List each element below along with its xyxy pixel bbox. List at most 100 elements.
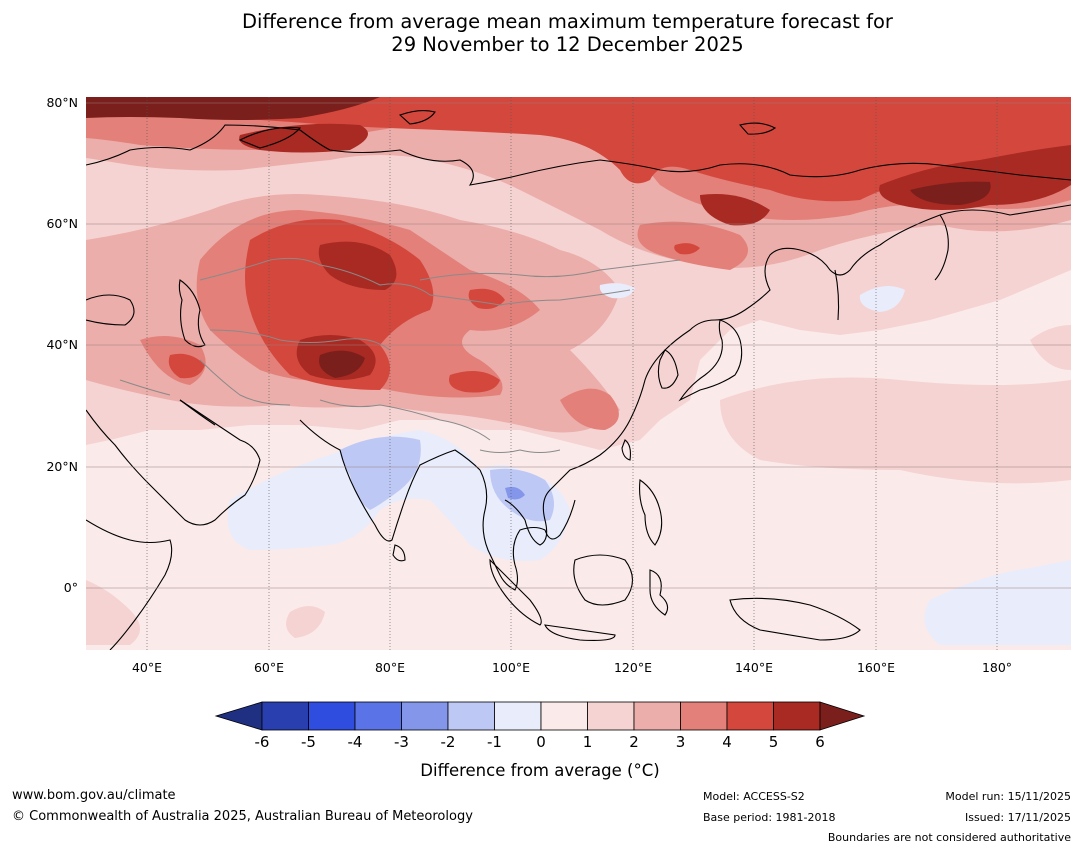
colorbar-swatch-n3 [401, 701, 449, 731]
lon-label-180: 180° [981, 660, 1013, 675]
pacific-coastline [504, 204, 1071, 546]
black-sea-coastline [86, 294, 135, 326]
colorbar-tick-label: -2 [440, 733, 456, 751]
copyright-text: © Commonwealth of Australia 2025, Austra… [12, 809, 473, 824]
anomaly-region-4-to-5 [86, 97, 1071, 202]
anomaly-region-3-to-4 [560, 388, 619, 430]
boundary-iran [199, 359, 291, 406]
sri-lanka-coastline [392, 544, 406, 562]
philippines-coastline [639, 479, 663, 546]
anomaly-region-minus-1-to-0 [859, 286, 905, 312]
sulawesi-coastline [649, 569, 669, 616]
issued-date: Issued: 17/11/2025 [964, 811, 1071, 824]
lat-label-0: 0° [63, 580, 78, 595]
colorbar-arrow-below [214, 701, 263, 731]
borneo-coastline [573, 554, 634, 606]
colorbar-tick-label: 4 [722, 733, 732, 751]
india-coastline [299, 419, 481, 542]
boundary-kazakhstan [199, 257, 431, 296]
lon-label-60e: 60°E [253, 660, 285, 675]
indochina-coastline [479, 469, 576, 591]
taiwan-coastline [621, 439, 631, 461]
lon-label-140e: 140°E [734, 660, 773, 675]
base-period: Base period: 1981-2018 [703, 811, 836, 824]
colorbar-tick-label: 6 [815, 733, 825, 751]
anomaly-region-above-6 [319, 350, 365, 378]
africa-coastline [86, 519, 173, 650]
lon-label-120e: 120°E [613, 660, 652, 675]
colorbar-swatch-p5 [773, 701, 821, 731]
anomaly-region-1-to-2 [720, 377, 1071, 484]
anomaly-region-1-to-2 [1030, 325, 1071, 370]
website-link[interactable]: www.bom.gov.au/climate [12, 788, 176, 803]
arctic-coastline [86, 124, 1071, 186]
country-boundaries [119, 257, 681, 453]
title-line-1: Difference from average mean maximum tem… [242, 10, 893, 33]
colorbar-swatch-n2 [447, 701, 495, 731]
anomaly-field [86, 97, 1071, 650]
colorbar-arrow-above [819, 701, 866, 731]
colorbar-swatch-p1 [587, 701, 635, 731]
colorbar-tick-label: 5 [768, 733, 779, 751]
anomaly-region-minus-2-to-minus-1 [340, 436, 421, 510]
anomaly-region-above-6 [910, 181, 991, 205]
colorbar-swatch-n1 [494, 701, 542, 731]
japan-coastline [678, 319, 743, 402]
colorbar-swatch-n6 [261, 701, 309, 731]
boundary-china-mongolia [429, 289, 631, 306]
boundary-southeast-asia [479, 449, 561, 453]
anomaly-region-5-to-6 [318, 241, 397, 290]
colorbar-swatch-p3 [680, 701, 728, 731]
lon-label-40e: 40°E [131, 660, 163, 675]
new-guinea-coastline [729, 597, 861, 641]
new-siberian-islands-coastline [738, 122, 777, 135]
sakhalin-coastline [834, 269, 840, 321]
colorbar-swatch-p4 [726, 701, 774, 731]
colorbar-tick-label: 2 [629, 733, 639, 751]
graticule [86, 97, 1071, 650]
boundary-middle-east [119, 379, 171, 396]
colorbar-tick-label: -5 [301, 733, 316, 751]
chart-title: Difference from average mean maximum tem… [0, 10, 1081, 56]
colorbar-label: Difference from average (°C) [420, 761, 660, 780]
lon-label-160e: 160°E [856, 660, 895, 675]
lon-label-100e: 100°E [491, 660, 530, 675]
java-coastline [544, 624, 616, 641]
anomaly-region-1-to-2 [286, 606, 325, 638]
boundary-disclaimer: Boundaries are not considered authoritat… [827, 831, 1071, 844]
title-line-2: 29 November to 12 December 2025 [391, 33, 744, 56]
korea-coastline [657, 349, 679, 389]
anomaly-region-5-to-6 [700, 194, 770, 226]
caspian-coastline [178, 279, 206, 348]
arabia-coastline [86, 399, 261, 526]
colorbar [214, 701, 866, 731]
lat-label-80n: 80°N [46, 95, 78, 110]
anomaly-region-1-to-2 [86, 580, 140, 645]
lon-label-80e: 80°E [374, 660, 406, 675]
novaya-zemlya-coastline [238, 126, 302, 149]
sumatra-coastline [489, 558, 542, 626]
colorbar-swatch-p0 [540, 701, 588, 731]
colorbar-tick-label: -4 [347, 733, 363, 751]
colorbar-tick-label: -1 [487, 733, 502, 751]
model-run-date: Model run: 15/11/2025 [945, 790, 1071, 803]
anomaly-region-minus-1-to-0 [924, 560, 1071, 645]
lat-label-60n: 60°N [46, 216, 78, 231]
coastlines [86, 109, 1071, 650]
anomaly-region-minus-3-to-minus-2 [505, 486, 525, 500]
lat-label-20n: 20°N [46, 459, 78, 474]
persian-gulf-coastline [179, 399, 216, 426]
colorbar-tick-label: 0 [536, 733, 546, 751]
model-name: Model: ACCESS-S2 [703, 790, 805, 803]
colorbar-tick-label: -3 [394, 733, 409, 751]
colorbar-tick-label: 3 [675, 733, 686, 751]
anomaly-region-4-to-5 [449, 371, 500, 393]
severnaya-zemlya-coastline [398, 109, 436, 125]
anomaly-region-5-to-6 [239, 123, 368, 153]
boundary-russia-mongolia [419, 259, 681, 281]
anomaly-region-4-to-5 [168, 353, 205, 379]
lat-label-40n: 40°N [46, 337, 78, 352]
colorbar-swatch-n5 [308, 701, 356, 731]
